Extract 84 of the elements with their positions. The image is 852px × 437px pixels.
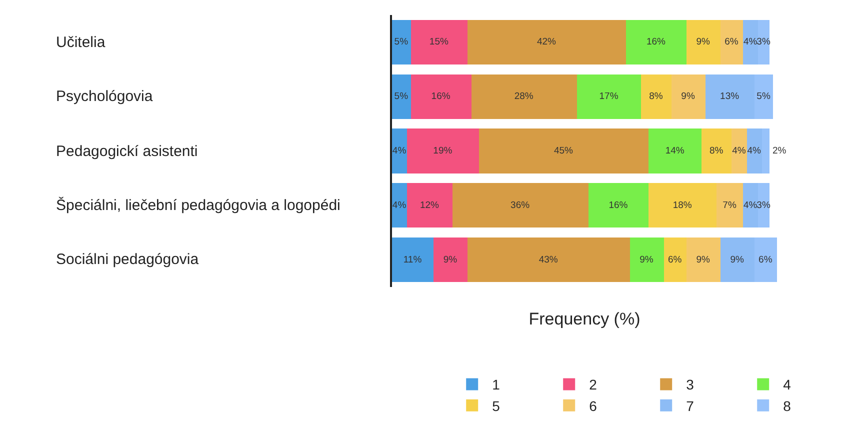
bar: [626, 20, 686, 64]
data-label: 4%: [392, 200, 407, 211]
bar: [392, 74, 411, 119]
bar: [686, 238, 720, 282]
data-label: 4%: [747, 146, 762, 156]
data-label: 3%: [756, 36, 771, 48]
data-label: 14%: [665, 146, 685, 156]
data-label: 13%: [720, 91, 740, 102]
legend-label: 3: [686, 376, 694, 393]
data-label: 4%: [392, 146, 407, 156]
bar: [410, 74, 472, 119]
bar: [648, 128, 702, 174]
data-label: 16%: [608, 200, 628, 211]
bar: [648, 183, 717, 228]
x-axis-title: Frequency (%): [528, 309, 640, 328]
data-label: 28%: [514, 91, 534, 102]
y-tick-label: Špeciálni, liečební pedagógovia a logopédi: [56, 196, 340, 214]
data-label: 11%: [403, 254, 422, 266]
data-label: 12%: [420, 200, 440, 211]
bar: [434, 238, 468, 282]
bar: [702, 128, 732, 174]
bar: [671, 74, 706, 119]
data-label: 45%: [554, 146, 574, 156]
data-label: 9%: [681, 91, 696, 102]
data-label: 16%: [646, 36, 666, 48]
bar: [716, 183, 744, 228]
legend-label: 7: [686, 398, 694, 414]
bar: [471, 74, 577, 119]
bar: [664, 238, 686, 282]
data-label: 4%: [743, 36, 758, 48]
data-label: 3%: [756, 200, 771, 211]
data-label: 36%: [510, 200, 530, 211]
data-label: 7%: [722, 200, 737, 211]
data-label: 6%: [758, 254, 773, 266]
bar: [630, 238, 664, 282]
bar: [392, 238, 434, 282]
data-label: 2%: [772, 146, 787, 156]
bar: [452, 183, 588, 228]
bar: [467, 238, 630, 282]
data-label: 15%: [429, 36, 449, 48]
data-label: 5%: [756, 91, 771, 102]
data-label: 8%: [709, 146, 724, 156]
data-label: 9%: [443, 254, 458, 266]
bar: [407, 128, 479, 174]
data-label: 9%: [640, 254, 654, 266]
legend-label: 5: [492, 398, 500, 414]
data-label: 6%: [668, 254, 682, 266]
bar: [392, 128, 408, 174]
y-tick-label: Sociálni pedagógovia: [56, 251, 200, 268]
data-label: 4%: [732, 146, 746, 156]
data-label: 9%: [730, 254, 745, 266]
bar: [732, 128, 747, 174]
legend-label: 6: [589, 398, 598, 414]
data-label: 4%: [743, 200, 758, 211]
data-label: 6%: [724, 36, 739, 48]
y-tick-label: Učitelia: [56, 34, 106, 51]
bar: [410, 20, 468, 64]
data-label: 5%: [394, 91, 409, 102]
bar: [392, 183, 408, 228]
data-label: 43%: [538, 254, 558, 266]
bar: [576, 74, 642, 119]
legend-label: 8: [783, 398, 792, 414]
data-label: 16%: [431, 91, 451, 102]
data-label: 5%: [394, 36, 409, 48]
y-tick-label: Pedagogickí asistenti: [56, 143, 198, 160]
data-label: 17%: [599, 91, 619, 102]
data-label: 9%: [696, 36, 711, 48]
bar: [478, 128, 649, 174]
bar: [720, 20, 744, 64]
bar: [407, 183, 452, 228]
legend-label: 4: [783, 376, 792, 393]
data-label: 8%: [649, 91, 664, 102]
bar: [686, 20, 720, 64]
data-label: 19%: [433, 146, 453, 156]
legend-label: 2: [589, 376, 598, 393]
y-tick-label: Psychológovia: [56, 88, 154, 105]
data-label: 9%: [696, 254, 711, 266]
bar: [588, 183, 649, 228]
bar: [467, 20, 626, 64]
bar: [392, 20, 411, 64]
legend-label: 1: [492, 376, 500, 393]
data-label: 18%: [672, 200, 692, 211]
data-label: 42%: [536, 36, 557, 48]
bar: [641, 74, 672, 119]
